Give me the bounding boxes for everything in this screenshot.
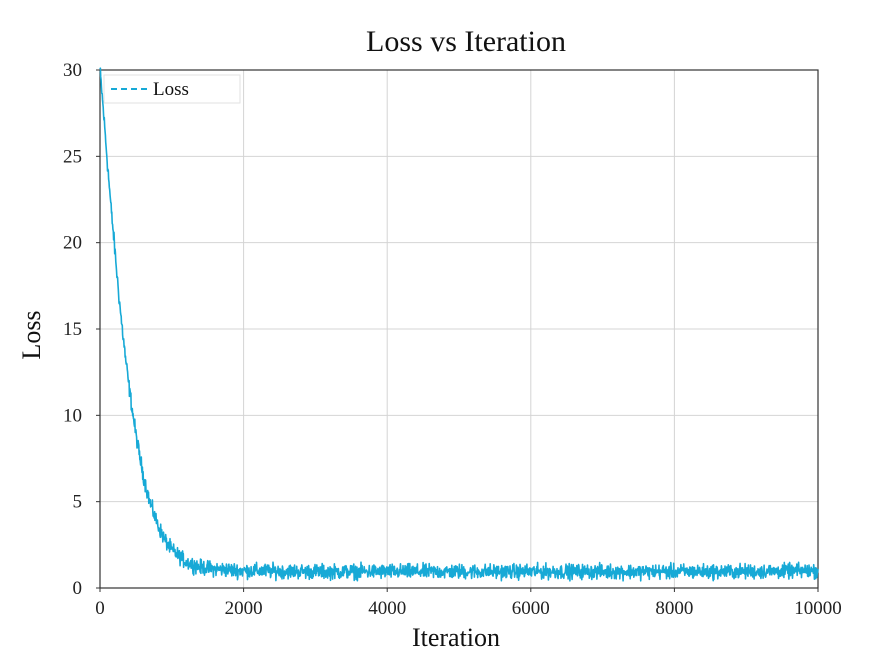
series-layer bbox=[99, 67, 819, 582]
y-tick-label: 15 bbox=[63, 319, 82, 340]
legend-box bbox=[103, 74, 241, 104]
y-tick-label: 10 bbox=[63, 405, 82, 426]
legend-label-loss: Loss bbox=[153, 79, 189, 100]
y-tick-label: 30 bbox=[63, 60, 82, 81]
grid bbox=[99, 69, 819, 589]
y-tick-label: 5 bbox=[73, 492, 83, 513]
x-tick-label: 0 bbox=[95, 598, 105, 619]
y-axis-title: Loss bbox=[17, 310, 46, 359]
x-tick-label: 6000 bbox=[512, 598, 550, 619]
y-tick-label: 25 bbox=[63, 146, 82, 167]
y-tick-label: 20 bbox=[63, 233, 82, 254]
y-axis-ticks: 0 5 10 15 20 25 30 bbox=[63, 60, 100, 599]
x-axis-title: Iteration bbox=[412, 623, 500, 652]
y-tick-label: 0 bbox=[73, 578, 83, 599]
x-tick-label: 10000 bbox=[794, 598, 842, 619]
x-tick-label: 2000 bbox=[225, 598, 263, 619]
x-axis-ticks: 0 2000 4000 6000 8000 10000 bbox=[95, 588, 842, 619]
chart-title: Loss vs Iteration bbox=[366, 25, 566, 58]
x-tick-label: 4000 bbox=[368, 598, 406, 619]
x-tick-label: 8000 bbox=[655, 598, 693, 619]
series-line-loss bbox=[99, 67, 819, 582]
legend: Loss bbox=[103, 74, 241, 104]
